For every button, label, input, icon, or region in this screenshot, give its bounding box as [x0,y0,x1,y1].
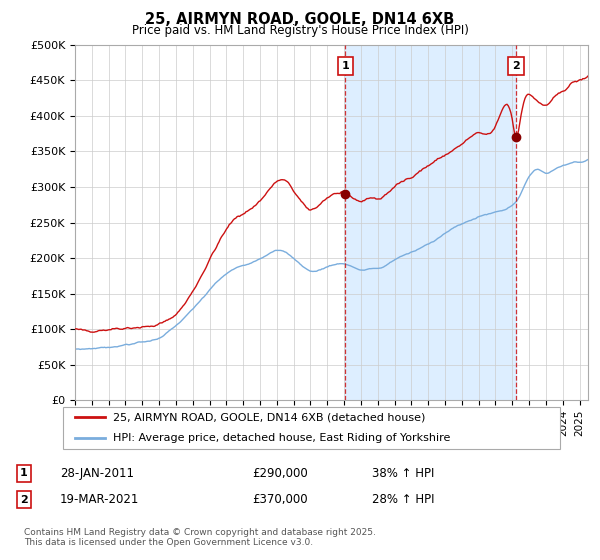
Text: 28-JAN-2011: 28-JAN-2011 [60,466,134,480]
Text: 25, AIRMYN ROAD, GOOLE, DN14 6XB (detached house): 25, AIRMYN ROAD, GOOLE, DN14 6XB (detach… [113,412,425,422]
Bar [345,45,516,400]
Text: 2: 2 [20,494,28,505]
Text: Contains HM Land Registry data © Crown copyright and database right 2025.
This d: Contains HM Land Registry data © Crown c… [24,528,376,547]
Text: 28% ↑ HPI: 28% ↑ HPI [372,493,434,506]
Text: Price paid vs. HM Land Registry's House Price Index (HPI): Price paid vs. HM Land Registry's House … [131,24,469,36]
FancyBboxPatch shape [62,407,560,449]
Text: HPI: Average price, detached house, East Riding of Yorkshire: HPI: Average price, detached house, East… [113,433,450,444]
Text: £370,000: £370,000 [252,493,308,506]
Text: 38% ↑ HPI: 38% ↑ HPI [372,466,434,480]
Text: 1: 1 [341,61,349,71]
Text: 25, AIRMYN ROAD, GOOLE, DN14 6XB: 25, AIRMYN ROAD, GOOLE, DN14 6XB [145,12,455,27]
Text: 2: 2 [512,61,520,71]
Text: 1: 1 [20,468,28,478]
Text: 19-MAR-2021: 19-MAR-2021 [60,493,139,506]
Text: £290,000: £290,000 [252,466,308,480]
